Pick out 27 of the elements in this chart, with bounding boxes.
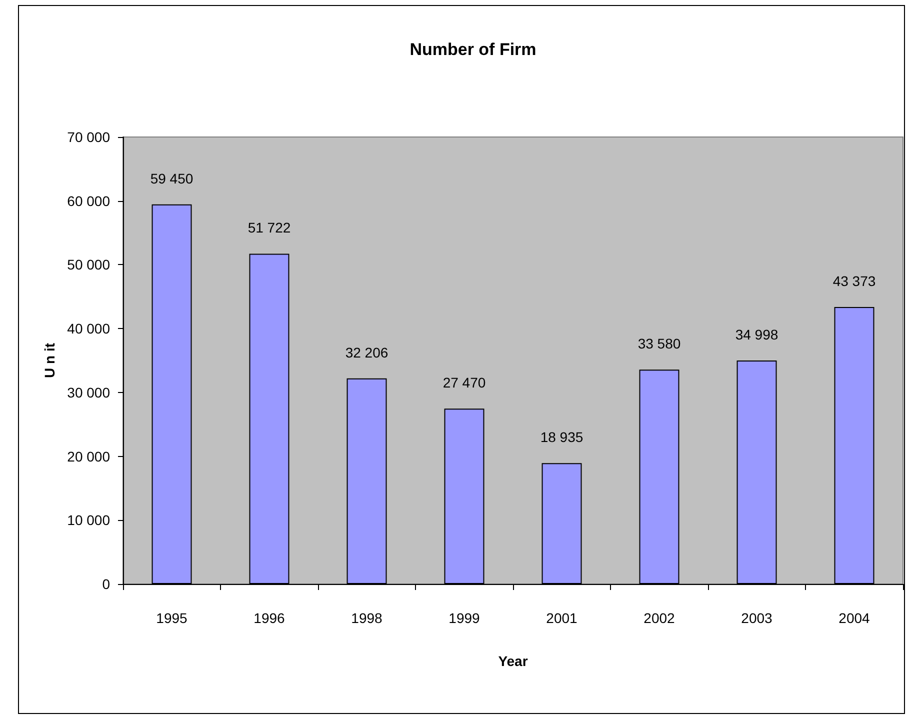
x-tick-label: 1998 <box>351 610 383 626</box>
data-label: 32 206 <box>345 344 388 360</box>
x-tick-label: 2001 <box>546 610 578 626</box>
data-label: 18 935 <box>540 429 584 446</box>
data-label: 34 998 <box>735 326 778 343</box>
y-tick-label: 70 000 <box>67 129 110 145</box>
data-label: 33 580 <box>638 336 681 352</box>
x-tick-label: 1995 <box>156 610 188 626</box>
y-tick-label: 10 000 <box>67 512 110 528</box>
data-label: 51 722 <box>248 220 291 236</box>
chart-title: Number of Firm <box>410 40 536 59</box>
x-tick-label: 2003 <box>741 610 773 626</box>
y-tick-label: 40 000 <box>67 320 110 337</box>
y-tick-label: 60 000 <box>67 192 110 209</box>
data-label: 59 450 <box>150 170 194 186</box>
data-label: 27 470 <box>442 374 486 391</box>
y-tick-label: 50 000 <box>67 256 110 273</box>
y-tick-label: 20 000 <box>67 448 110 464</box>
y-tick-label: 0 <box>102 576 110 592</box>
y-tick-label: 30 000 <box>67 384 110 400</box>
x-tick-label: 2004 <box>838 610 870 626</box>
data-label: 43 373 <box>832 273 876 290</box>
x-tick-label: 1996 <box>254 610 286 626</box>
y-axis-title: U n it <box>41 342 58 378</box>
x-axis-title: Year <box>498 653 528 669</box>
x-tick-label: 1999 <box>448 610 480 626</box>
x-tick-label: 2002 <box>644 610 676 626</box>
